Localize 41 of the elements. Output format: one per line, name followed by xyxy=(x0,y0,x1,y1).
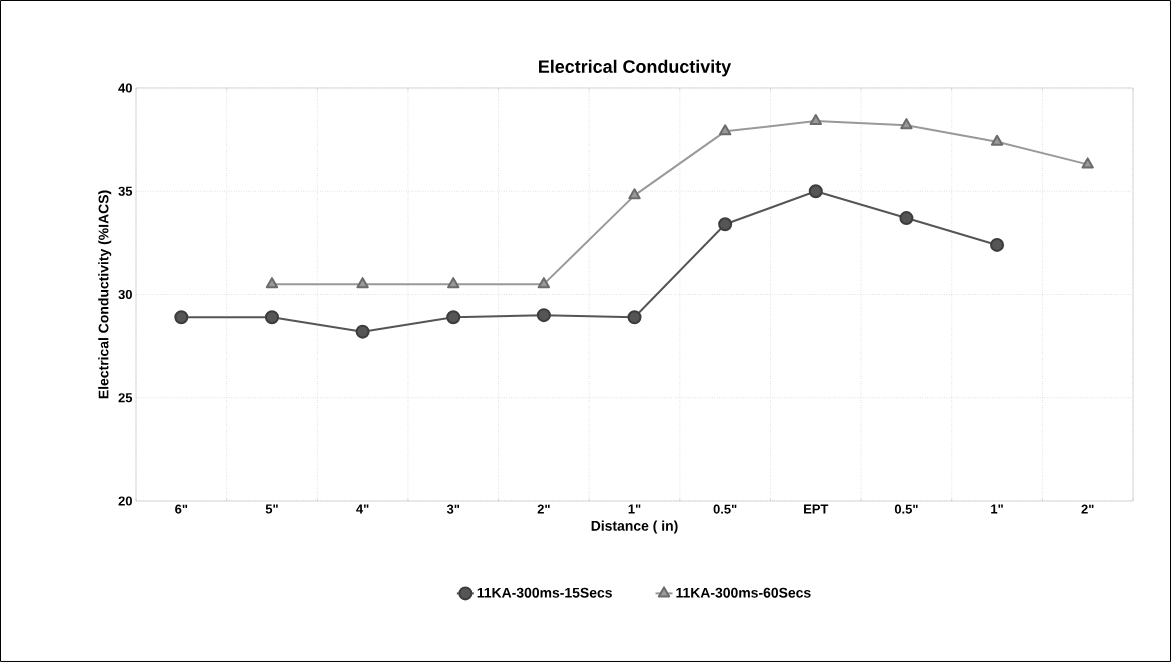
point xyxy=(990,134,1004,146)
y-tick-label: 25 xyxy=(118,393,133,403)
x-tick-label: 5" xyxy=(265,504,278,514)
x-tick-label: 0.5" xyxy=(894,504,918,514)
x-tick-label: 1" xyxy=(628,504,641,514)
legend-label: 11KA-300ms-60Secs xyxy=(676,587,811,598)
point xyxy=(264,310,279,325)
x-tick-label: 2" xyxy=(537,504,550,514)
legend-label: 11KA-300ms-15Secs xyxy=(477,587,612,598)
x-tick-label: 4" xyxy=(356,504,369,514)
point xyxy=(355,324,370,339)
point xyxy=(627,310,642,325)
point xyxy=(718,217,733,232)
point xyxy=(718,124,732,136)
point xyxy=(537,277,551,289)
x-tick-label: 6" xyxy=(175,504,188,514)
y-axis-title: Electrical Conductivity (%IACS) xyxy=(98,190,112,399)
point xyxy=(628,188,641,200)
x-tick-label: 0.5" xyxy=(713,504,737,514)
point xyxy=(446,310,461,325)
x-tick-label: 1" xyxy=(991,504,1003,514)
y-tick-label: 40 xyxy=(118,83,132,93)
point xyxy=(899,211,914,226)
x-tick-label: 3" xyxy=(446,504,460,514)
y-tick-label: 20 xyxy=(118,496,132,506)
y-tick-label: 35 xyxy=(118,186,133,196)
point xyxy=(990,237,1005,252)
point xyxy=(265,277,279,289)
x-tick-label: EPT xyxy=(804,504,829,514)
point xyxy=(447,277,460,289)
y-tick-label: 30 xyxy=(118,289,132,300)
point xyxy=(809,114,822,126)
point xyxy=(808,184,823,199)
point xyxy=(1081,157,1094,169)
x-axis-title: Distance ( in) xyxy=(591,520,678,534)
point xyxy=(536,308,551,323)
chart-title: Electrical Conductivity xyxy=(539,59,732,77)
point xyxy=(356,277,369,289)
point xyxy=(900,118,913,130)
point xyxy=(174,310,189,325)
x-tick-label: 2" xyxy=(1081,504,1094,514)
